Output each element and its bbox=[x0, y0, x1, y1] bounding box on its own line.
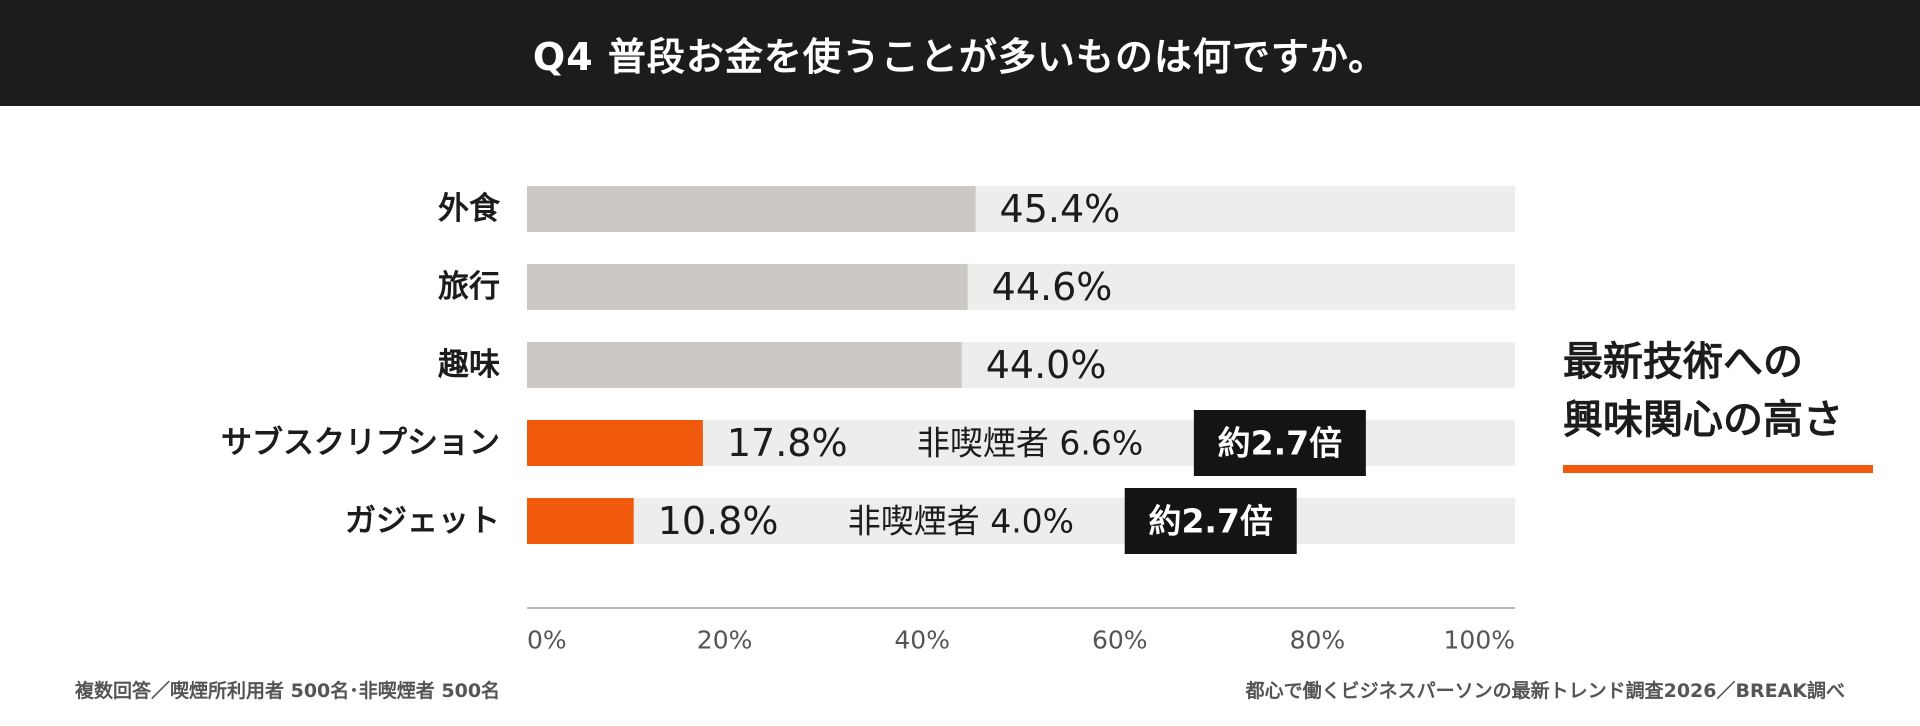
bar bbox=[527, 498, 634, 544]
callout-underline bbox=[1563, 465, 1873, 473]
category-label: ガジェット bbox=[345, 503, 500, 539]
value-label: 44.0% bbox=[986, 343, 1107, 387]
callout: 最新技術への 興味関心の高さ bbox=[1563, 333, 1873, 473]
x-tick-label: 0% bbox=[527, 626, 567, 655]
value-label: 10.8% bbox=[658, 499, 779, 543]
ratio-badge-label: 約2.7倍 bbox=[1148, 502, 1272, 541]
category-label: 外食 bbox=[438, 191, 501, 227]
comparison-label: 非喫煙者 4.0% bbox=[848, 502, 1074, 541]
value-label: 45.4% bbox=[1000, 187, 1121, 231]
comparison-label: 非喫煙者 6.6% bbox=[917, 424, 1143, 463]
x-tick-label: 60% bbox=[1092, 626, 1148, 655]
x-tick-label: 80% bbox=[1290, 626, 1346, 655]
header-bar: Q4 普段お金を使うことが多いものは何ですか。 bbox=[0, 0, 1920, 106]
callout-line-1: 最新技術への bbox=[1563, 339, 1803, 385]
bar bbox=[527, 342, 962, 388]
x-tick-label: 40% bbox=[894, 626, 950, 655]
value-label: 44.6% bbox=[992, 265, 1113, 309]
ratio-badge bbox=[1124, 488, 1297, 554]
x-tick-label: 20% bbox=[697, 626, 753, 655]
ratio-badge-label: 約2.7倍 bbox=[1218, 424, 1342, 463]
category-label: 趣味 bbox=[438, 347, 500, 383]
bar bbox=[527, 264, 968, 310]
footnote-source: 都心で働くビジネスパーソンの最新トレンド調査2026／BREAK調べ bbox=[1245, 680, 1845, 702]
bar bbox=[527, 420, 703, 466]
category-label: サブスクリプション bbox=[221, 425, 500, 461]
chart-title: Q4 普段お金を使うことが多いものは何ですか。 bbox=[532, 34, 1388, 79]
bar bbox=[527, 186, 976, 232]
footnote-sample: 複数回答／喫煙所利用者 500名･非喫煙者 500名 bbox=[75, 680, 501, 702]
callout-line-2: 興味関心の高さ bbox=[1563, 397, 1843, 443]
x-tick-label: 100% bbox=[1444, 626, 1515, 655]
category-label: 旅行 bbox=[438, 269, 500, 305]
bar-track bbox=[527, 498, 1515, 544]
ratio-badge bbox=[1193, 410, 1366, 476]
value-label: 17.8% bbox=[727, 421, 848, 465]
